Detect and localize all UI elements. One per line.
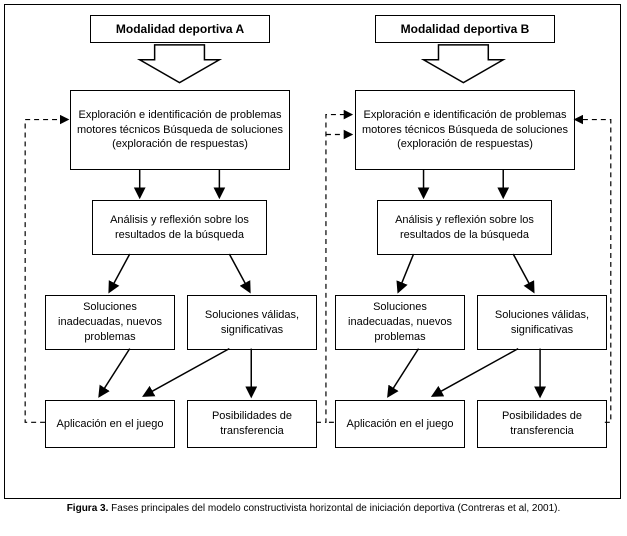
header-b-label: Modalidad deportiva B bbox=[401, 21, 530, 37]
application-b-text: Aplicación en el juego bbox=[346, 417, 453, 432]
header-a-label: Modalidad deportiva A bbox=[116, 21, 244, 37]
analysis-a-text: Análisis y reflexión sobre los resultado… bbox=[97, 213, 262, 243]
figure-caption: Figura 3. Fases principales del modelo c… bbox=[4, 503, 623, 514]
inadequate-b-text: Soluciones inadecuadas, nuevos problemas bbox=[340, 300, 460, 345]
exploration-a-text: Exploración e identificación de problema… bbox=[75, 108, 285, 153]
caption-text: Fases principales del modelo constructiv… bbox=[108, 503, 560, 514]
exploration-b-text: Exploración e identificación de problema… bbox=[360, 108, 570, 153]
analysis-b: Análisis y reflexión sobre los resultado… bbox=[377, 200, 552, 255]
transfer-a-text: Posibilidades de transferencia bbox=[192, 409, 312, 439]
exploration-a: Exploración e identificación de problema… bbox=[70, 90, 290, 170]
application-a: Aplicación en el juego bbox=[45, 400, 175, 448]
analysis-a: Análisis y reflexión sobre los resultado… bbox=[92, 200, 267, 255]
application-b: Aplicación en el juego bbox=[335, 400, 465, 448]
valid-b: Soluciones válidas, significativas bbox=[477, 295, 607, 350]
application-a-text: Aplicación en el juego bbox=[56, 417, 163, 432]
inadequate-a-text: Soluciones inadecuadas, nuevos problemas bbox=[50, 300, 170, 345]
diagram-frame: Modalidad deportiva A Exploración e iden… bbox=[4, 4, 621, 499]
valid-a-text: Soluciones válidas, significativas bbox=[192, 308, 312, 338]
valid-a: Soluciones válidas, significativas bbox=[187, 295, 317, 350]
transfer-b: Posibilidades de transferencia bbox=[477, 400, 607, 448]
transfer-a: Posibilidades de transferencia bbox=[187, 400, 317, 448]
analysis-b-text: Análisis y reflexión sobre los resultado… bbox=[382, 213, 547, 243]
exploration-b: Exploración e identificación de problema… bbox=[355, 90, 575, 170]
valid-b-text: Soluciones válidas, significativas bbox=[482, 308, 602, 338]
transfer-b-text: Posibilidades de transferencia bbox=[482, 409, 602, 439]
header-a: Modalidad deportiva A bbox=[90, 15, 270, 43]
inadequate-a: Soluciones inadecuadas, nuevos problemas bbox=[45, 295, 175, 350]
header-b: Modalidad deportiva B bbox=[375, 15, 555, 43]
inadequate-b: Soluciones inadecuadas, nuevos problemas bbox=[335, 295, 465, 350]
caption-label: Figura 3. bbox=[67, 503, 109, 514]
